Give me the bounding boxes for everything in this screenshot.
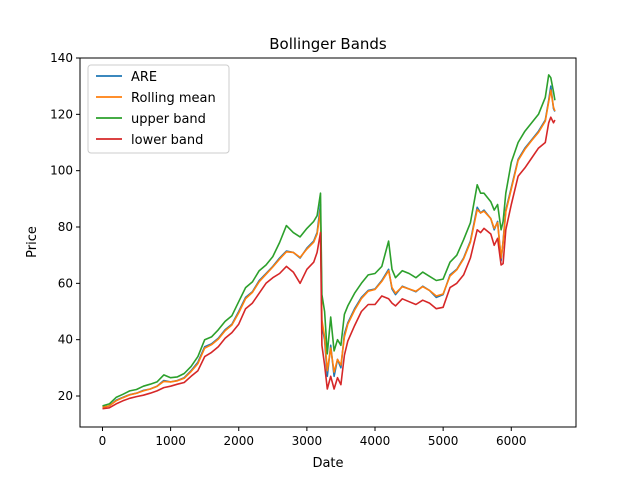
x-axis-label: Date — [312, 456, 343, 471]
legend-label: upper band — [131, 112, 206, 127]
legend-label: ARE — [131, 70, 157, 85]
chart-title: Bollinger Bands — [269, 35, 387, 53]
y-axis-label: Price — [25, 226, 40, 258]
series-line-rolling-mean — [102, 89, 556, 409]
y-tick-label: 60 — [58, 276, 73, 290]
x-tick-label: 0 — [99, 434, 107, 448]
series-line-upper-band — [102, 74, 556, 407]
x-tick-label: 1000 — [155, 434, 186, 448]
y-tick-label: 120 — [50, 107, 73, 121]
x-tick-label: 5000 — [428, 434, 459, 448]
plot-frame — [79, 57, 577, 428]
x-tick-label: 6000 — [496, 434, 527, 448]
legend-box — [87, 64, 230, 154]
legend-label: lower band — [131, 133, 203, 148]
series-line-lower-band — [102, 116, 556, 410]
y-tick-label: 20 — [58, 389, 73, 403]
legend-label: Rolling mean — [131, 91, 216, 106]
x-tick-label: 4000 — [360, 434, 391, 448]
y-tick-label: 100 — [50, 164, 73, 178]
y-tick-label: 40 — [58, 333, 73, 347]
y-axis: 20 40 60 80 100 120 140 — [50, 51, 80, 403]
y-tick-label: 140 — [50, 51, 73, 65]
legend: ARE Rolling mean upper band lower band — [87, 64, 230, 154]
x-tick-label: 2000 — [223, 434, 254, 448]
x-tick-label: 3000 — [292, 434, 323, 448]
x-axis: 0 1000 2000 3000 4000 5000 6000 — [99, 427, 527, 448]
y-tick-label: 80 — [58, 220, 73, 234]
